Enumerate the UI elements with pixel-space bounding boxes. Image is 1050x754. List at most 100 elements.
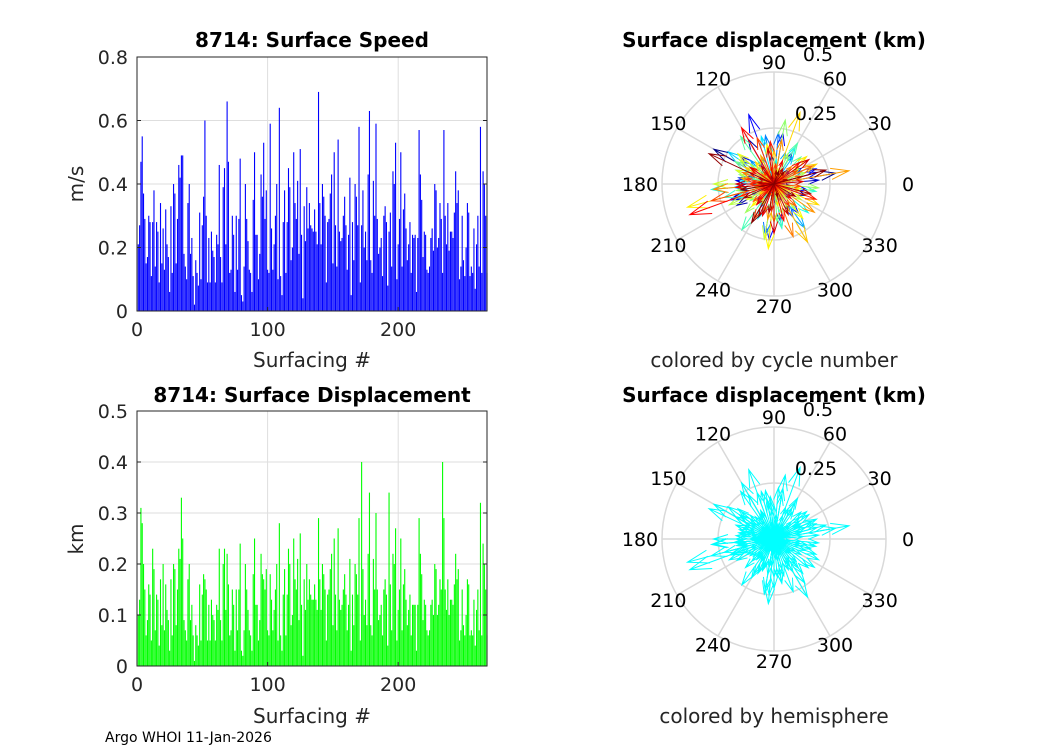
bar [144,218,146,311]
bar [182,155,184,311]
bar [152,548,154,666]
bar [405,599,407,666]
bar [272,630,274,666]
displacement-arrow [770,528,775,540]
displacement-arrow [773,183,793,200]
bar [233,234,235,311]
bar [259,253,261,311]
displacement-arrow [742,183,775,199]
bar [374,589,376,666]
bar [277,640,279,666]
radius-tick-label: 0.5 [803,44,833,66]
displacement-arrow [773,183,813,195]
bar [308,203,310,311]
bar [432,250,435,311]
bar [442,272,444,311]
bar [351,222,354,311]
bar [379,615,381,666]
bar [298,620,300,666]
bar [391,266,393,311]
bar [252,199,254,311]
bar [334,225,337,311]
bar [398,589,401,666]
displacement-arrow [773,183,818,200]
bar [157,231,159,311]
displacement-arrow [773,538,803,544]
bar [423,231,425,311]
bar [176,218,179,311]
bar [174,193,176,311]
displacement-arrow [773,169,780,185]
bar [327,222,329,311]
bar [150,276,152,311]
bar [340,241,342,311]
bar [426,269,428,311]
bar [468,584,470,666]
bar [331,553,333,666]
bar [317,91,320,311]
bar [461,589,463,666]
bar [312,599,314,666]
bar [378,620,380,666]
bar [316,609,318,666]
bar [473,599,475,666]
bar [206,282,209,311]
y-tick-label: 0 [116,656,128,678]
bar [374,215,376,311]
bar [286,594,288,666]
bar [278,523,280,666]
y-tick-label: 0.2 [98,554,128,576]
bar [225,244,227,311]
bar [182,538,184,666]
bar [431,228,433,311]
bar [344,196,346,311]
bar [425,234,427,311]
y-tick-label: 0.4 [98,452,128,474]
angle-tick-label: 300 [817,280,853,302]
bar [265,190,267,311]
bar [165,584,167,666]
bar [217,244,219,311]
speed-bar-chart: 0 100 200 0 0.2 0.4 0.6 0.8 [98,47,488,341]
bar [456,579,458,666]
bar [137,615,139,666]
bar [251,650,253,666]
bar [439,579,441,666]
bar [401,630,403,666]
bar [159,579,162,666]
displacement-arrow [773,513,811,540]
bar [310,225,312,311]
bar [186,640,188,666]
bar [244,564,246,666]
bar [380,237,382,311]
bar [201,594,203,666]
bar [349,177,351,311]
angle-tick-label: 90 [762,407,786,429]
radius-tick-label: 0.5 [803,399,833,421]
bar [156,594,158,666]
displacement-arrow [769,184,779,235]
bar [337,139,339,311]
bar [319,203,321,311]
bar [239,158,241,311]
angle-tick-label: 150 [650,113,686,135]
bar [324,589,326,666]
displacement-arrow [739,183,775,192]
bar [191,237,193,311]
bar [476,609,478,666]
bar [255,234,257,311]
bar [344,574,346,666]
bar [440,589,442,666]
displacement-arrow [740,126,775,185]
displacement-arrow [773,183,803,189]
bar [278,107,280,311]
bar [186,279,188,311]
bar [413,237,415,311]
bar [239,543,241,666]
bar [402,584,404,666]
bar [415,291,418,311]
bar [269,123,271,311]
displacement-chart-title: 8714: Surface Displacement [153,383,471,407]
displacement-arrow [750,183,775,225]
bar [257,279,260,311]
